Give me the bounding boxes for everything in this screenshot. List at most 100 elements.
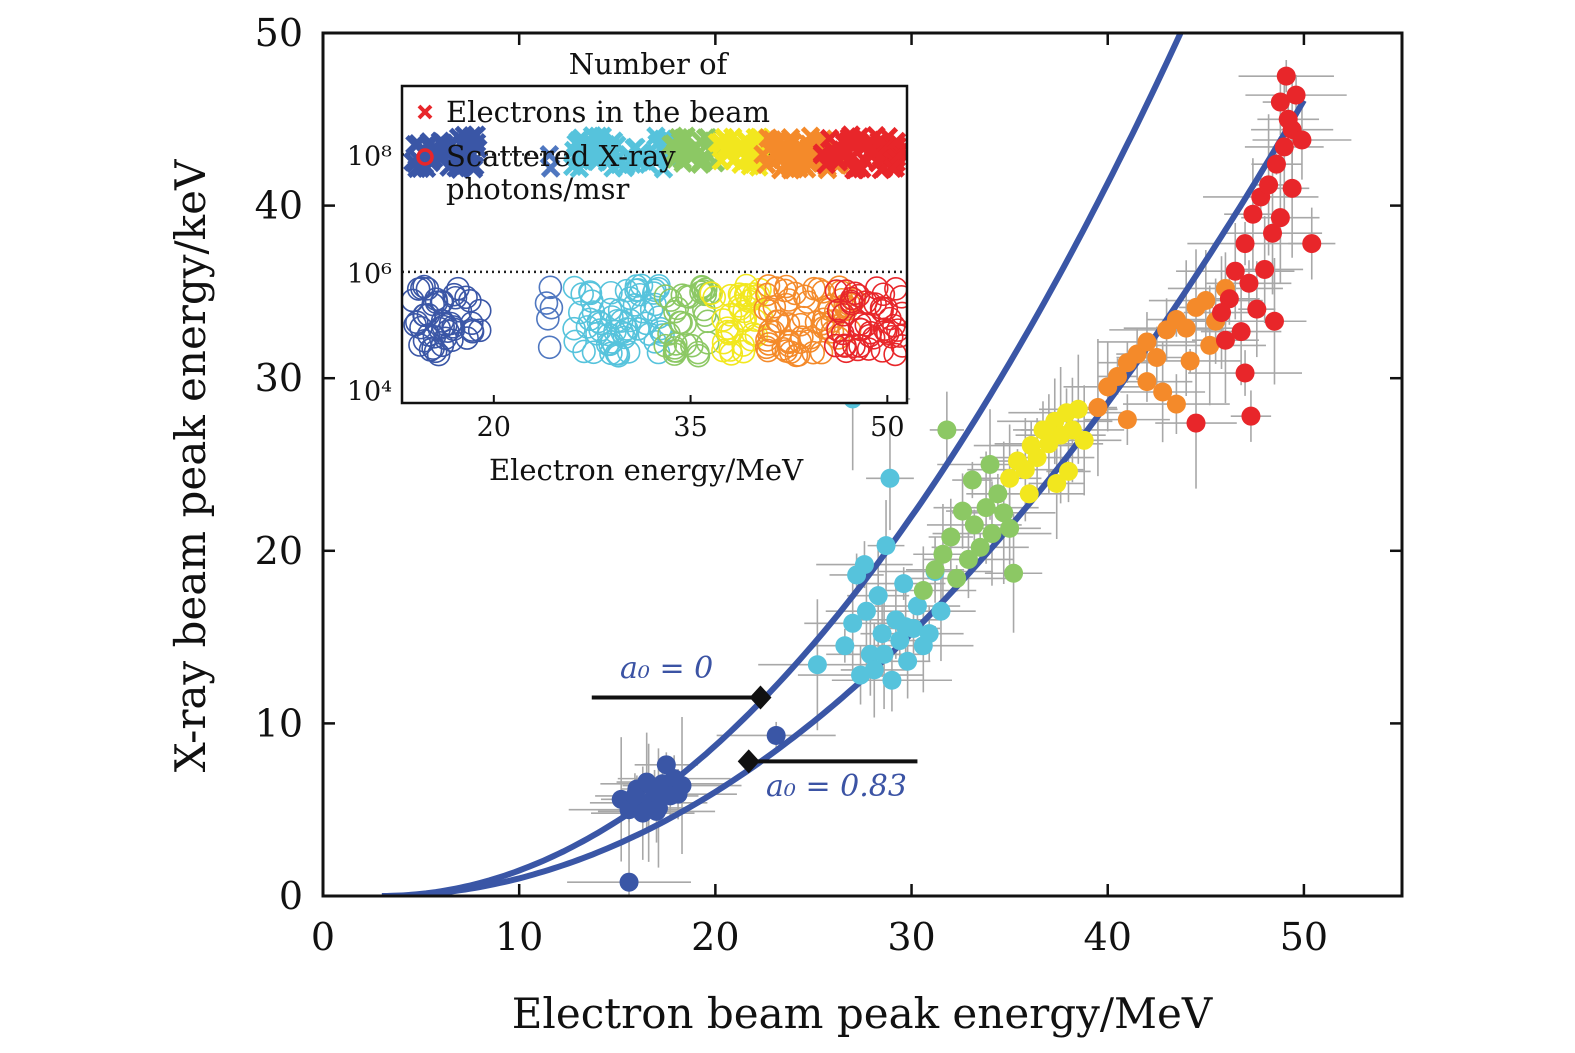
inset-y-tick-label: 10⁴ [347,376,392,407]
photon-marker [754,335,779,360]
inset-x-tick-label: 50 [870,412,904,443]
photon-marker [460,319,485,344]
photon-marker [599,341,623,366]
photon-marker [718,283,743,308]
data-point [835,636,855,656]
inset-x-axis-title: Electron energy/MeV [489,453,804,487]
data-point [1263,223,1283,243]
photon-marker [755,282,779,307]
data-point [1231,322,1251,342]
photon-marker [762,295,787,319]
data-point [864,660,884,680]
data-point [874,644,894,664]
photon-marker [887,324,907,348]
photon-marker [718,303,743,327]
photon-marker [686,343,711,368]
electron-marker [882,158,903,179]
photon-marker [586,309,611,334]
electron-marker [738,150,759,171]
x-tick-label: 0 [311,915,335,959]
x-tick-label: 40 [1084,915,1132,959]
y-tick-label: 10 [255,701,303,745]
electron-marker [592,126,613,147]
photon-marker [823,333,848,358]
data-point [937,420,957,440]
data-point [843,613,863,633]
legend-label-photons-2: photons/msr [446,172,630,206]
photon-marker [455,326,479,350]
data-point [856,601,876,621]
electron-marker [738,145,758,166]
axis-ticks: 0 10 20 30 40 50 0 10 20 30 40 50 [255,11,1402,959]
photon-marker [889,284,907,309]
photon-marker [665,296,690,321]
photon-marker [746,283,771,308]
electron-marker [462,154,482,175]
photon-marker [434,313,458,337]
photon-marker [637,322,662,346]
photon-marker [538,275,563,300]
photon-marker [783,281,807,306]
data-point [1270,208,1290,228]
data-point [941,527,961,547]
electron-marker [679,141,700,161]
photon-marker [792,284,817,309]
electron-marker [796,159,817,179]
y-tick-label: 30 [255,356,303,400]
electron-marker [672,128,693,149]
photon-marker [536,307,560,331]
photon-marker [776,312,801,336]
electron-marker [756,154,777,175]
photon-marker [830,321,855,346]
data-point [1153,382,1173,402]
inset-frame [400,84,909,405]
data-point [1212,303,1232,323]
data-point [1000,468,1020,488]
data-point [1270,92,1290,112]
legend-label-electrons: Electrons in the beam [446,95,770,129]
data-point [854,555,874,575]
photon-marker [874,319,898,344]
electron-marker [570,133,590,154]
data-point [1117,410,1137,430]
photon-marker [467,318,492,343]
photon-marker [443,285,468,310]
data-point [647,801,667,821]
photon-marker [711,338,735,363]
y-tick-label: 0 [279,874,303,918]
data-point [1027,448,1047,468]
photon-marker [766,309,791,334]
electron-marker [697,127,718,148]
data-point [1019,484,1039,504]
electron-marker [886,147,907,168]
photon-marker [653,284,678,308]
photon-marker [442,282,466,307]
data-point [1235,234,1255,254]
reference-diamond [737,749,760,774]
electron-marker [866,125,886,146]
y-tick-label: 20 [255,529,303,573]
photon-marker [562,316,586,341]
electron-marker [607,135,627,156]
data-point [1235,363,1255,383]
photon-marker [871,282,896,307]
data-point [919,624,939,644]
photon-marker [777,288,801,312]
photon-marker [875,321,900,346]
data-point [860,644,880,664]
photon-marker [839,289,863,314]
data-point [1108,366,1128,386]
electron-marker [567,146,588,166]
data-point [1239,273,1259,293]
photon-marker [890,334,907,358]
data-point [1137,332,1157,352]
photon-marker [715,319,739,344]
data-point [1047,473,1067,493]
data-point [637,772,657,792]
photon-marker [588,318,612,342]
data-point [625,786,645,806]
photon-marker [720,319,744,344]
data-point [876,536,896,556]
photon-marker [539,295,564,320]
electron-marker [646,126,666,147]
